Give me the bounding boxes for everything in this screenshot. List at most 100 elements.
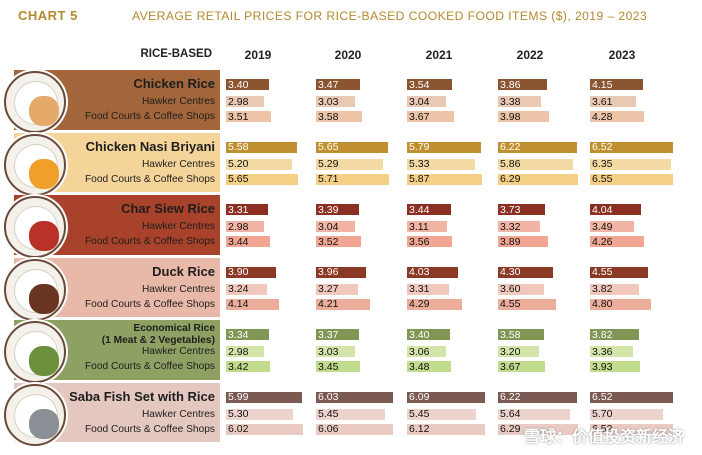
bar-value-label: 4.04 xyxy=(592,203,613,216)
bar xyxy=(226,111,271,122)
bar-value-label: 3.37 xyxy=(318,328,339,341)
bar xyxy=(226,141,298,153)
bar-value-label: 4.21 xyxy=(318,298,339,310)
bar xyxy=(407,141,481,153)
item-name: Char Siew Rice xyxy=(121,201,215,216)
bar-value-label: 4.28 xyxy=(592,110,613,123)
bar xyxy=(498,111,549,122)
bar-value-label: 6.02 xyxy=(228,423,249,435)
bar-value-label: 3.93 xyxy=(592,360,613,373)
bar xyxy=(226,391,303,403)
bar xyxy=(407,236,453,247)
bar xyxy=(226,96,264,107)
bar xyxy=(226,79,270,90)
bar-value-label: 3.52 xyxy=(318,235,339,248)
year-header-2020: 2020 xyxy=(334,48,362,62)
bar xyxy=(226,283,268,295)
row-label: Food Courts & Coffee Shops xyxy=(84,298,215,310)
bar-value-label: 3.34 xyxy=(228,328,249,341)
bar xyxy=(590,79,643,90)
row-label: Food Courts & Coffee Shops xyxy=(84,423,215,435)
bar xyxy=(226,173,298,185)
bar-value-label: 4.55 xyxy=(500,298,521,310)
bar-value-label: 3.49 xyxy=(592,220,613,233)
bar-value-label: 3.44 xyxy=(228,235,249,248)
bar xyxy=(590,158,671,170)
row-label: Food Courts & Coffee Shops xyxy=(84,236,215,247)
bar xyxy=(498,329,544,340)
bar xyxy=(316,423,394,435)
bar xyxy=(316,283,358,295)
bar-value-label: 3.03 xyxy=(318,345,339,358)
bar xyxy=(407,173,482,185)
bar-value-label: 5.87 xyxy=(409,173,430,185)
bar-value-label: 3.51 xyxy=(228,110,249,123)
item-name-line: Economical Rice xyxy=(133,323,215,334)
bar xyxy=(590,204,642,215)
bar xyxy=(226,221,264,232)
row-label: Hawker Centres xyxy=(141,408,215,420)
bar-value-label: 4.80 xyxy=(592,298,613,310)
bar xyxy=(590,141,673,153)
bar-value-label: 3.82 xyxy=(592,283,613,295)
bar xyxy=(226,423,303,435)
row-label: Food Courts & Coffee Shops xyxy=(84,173,215,185)
bar xyxy=(498,173,579,185)
bar-value-label: 5.45 xyxy=(318,408,339,420)
bar-value-label: 6.12 xyxy=(409,423,430,435)
bar-value-label: 3.04 xyxy=(409,95,430,108)
bar xyxy=(498,221,541,232)
bar xyxy=(498,361,545,372)
bar xyxy=(316,158,384,170)
bar xyxy=(316,111,362,122)
bar xyxy=(407,79,453,90)
bar xyxy=(498,423,579,435)
row-label: Hawker Centres xyxy=(141,158,215,170)
bar xyxy=(590,346,633,357)
bar xyxy=(226,158,293,170)
bar-value-label: 3.47 xyxy=(318,78,339,91)
bar-value-label: 3.27 xyxy=(318,283,339,295)
bar xyxy=(316,221,355,232)
year-header-2023: 2023 xyxy=(608,48,636,62)
bar-value-label: 3.42 xyxy=(228,360,249,373)
bar xyxy=(590,408,663,420)
bar-value-label: 3.90 xyxy=(228,266,249,278)
bar xyxy=(590,111,645,122)
item-name: Duck Rice xyxy=(152,263,215,279)
bar xyxy=(316,236,361,247)
watermark: 雪球：价值投资新经济 xyxy=(523,429,684,446)
bar-value-label: 4.55 xyxy=(592,266,613,278)
bar xyxy=(316,266,367,278)
bar-value-label: 4.15 xyxy=(592,78,613,91)
bar xyxy=(316,329,359,340)
bar xyxy=(316,173,389,185)
bar-value-label: 3.60 xyxy=(500,283,521,295)
bar-value-label: 5.20 xyxy=(228,158,249,170)
bar xyxy=(226,346,264,357)
bar-value-label: 3.31 xyxy=(228,203,249,216)
bar-value-label: 2.98 xyxy=(228,95,249,108)
bar-value-label: 5.79 xyxy=(409,141,430,153)
bar-value-label: 5.30 xyxy=(228,408,249,420)
item-name: Chicken Nasi Briyani xyxy=(85,138,215,154)
bar-value-label: 5.99 xyxy=(228,391,249,403)
bar xyxy=(407,408,477,420)
year-header-2021: 2021 xyxy=(425,48,453,62)
bar-value-label: 3.56 xyxy=(409,235,430,248)
bar-value-label: 6.22 xyxy=(500,391,521,403)
bar-value-label: 6.52 xyxy=(592,423,613,435)
bar xyxy=(498,391,578,403)
bar xyxy=(226,408,294,420)
bar-value-label: 4.29 xyxy=(409,298,430,310)
dish-photo-icon xyxy=(4,321,66,383)
bar-value-label: 3.86 xyxy=(500,78,521,91)
bar xyxy=(316,408,386,420)
bar-value-label: 3.40 xyxy=(409,328,430,341)
bar-value-label: 6.03 xyxy=(318,391,339,403)
bar-value-label: 4.03 xyxy=(409,266,430,278)
year-header-2019: 2019 xyxy=(244,48,272,62)
bar-value-label: 6.52 xyxy=(592,391,613,403)
bar-value-label: 3.40 xyxy=(228,78,249,91)
bar-value-label: 6.55 xyxy=(592,173,613,185)
